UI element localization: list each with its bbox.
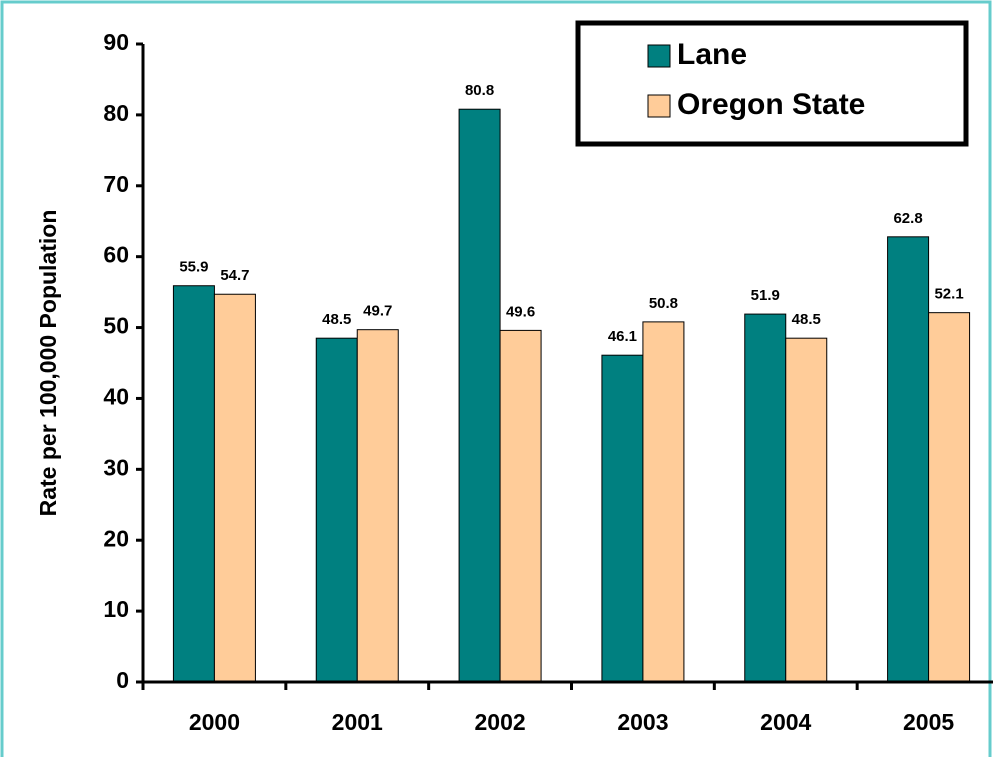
y-tick-label: 70 — [103, 171, 129, 197]
x-tick-label: 2002 — [474, 709, 525, 735]
y-axis-label: Rate per 100,000 Population — [35, 210, 61, 517]
data-label: 55.9 — [179, 259, 208, 276]
y-tick-label: 0 — [116, 667, 129, 693]
data-label: 48.5 — [322, 311, 351, 328]
x-tick-label: 2003 — [617, 709, 668, 735]
bar — [785, 337, 828, 683]
bar — [744, 313, 787, 683]
bar — [642, 321, 685, 683]
y-tick-label: 50 — [103, 313, 129, 339]
bar — [172, 285, 215, 683]
legend-label: Lane — [677, 38, 747, 71]
bar — [315, 337, 358, 683]
legend-swatch — [647, 94, 671, 118]
legend-box — [575, 20, 969, 147]
bar — [213, 293, 256, 683]
x-tick-label: 2001 — [332, 709, 383, 735]
bar — [601, 354, 644, 683]
legend-swatch — [647, 44, 671, 68]
bar — [356, 329, 399, 683]
bar — [887, 236, 930, 683]
data-label: 51.9 — [751, 287, 780, 304]
data-label: 52.1 — [934, 286, 963, 303]
data-label: 48.5 — [792, 311, 821, 328]
data-label: 50.8 — [649, 295, 678, 312]
y-tick-label: 80 — [103, 100, 129, 126]
data-label: 80.8 — [465, 82, 494, 99]
y-tick-label: 90 — [103, 29, 129, 55]
x-tick-label: 2000 — [189, 709, 240, 735]
x-tick-label: 2005 — [903, 709, 954, 735]
y-tick-label: 20 — [103, 525, 129, 551]
y-tick-label: 60 — [103, 242, 129, 268]
data-label: 46.1 — [608, 328, 637, 345]
data-label: 49.7 — [363, 303, 392, 320]
data-label: 54.7 — [220, 267, 249, 284]
y-tick-label: 40 — [103, 384, 129, 410]
bar — [458, 108, 501, 683]
data-label: 62.8 — [893, 210, 922, 227]
bar — [928, 312, 971, 683]
x-tick-label: 2004 — [760, 709, 811, 735]
data-label: 49.6 — [506, 303, 535, 320]
y-tick-label: 30 — [103, 454, 129, 480]
y-tick-label: 10 — [103, 596, 129, 622]
bar — [499, 329, 542, 683]
legend-label: Oregon State — [677, 88, 865, 121]
